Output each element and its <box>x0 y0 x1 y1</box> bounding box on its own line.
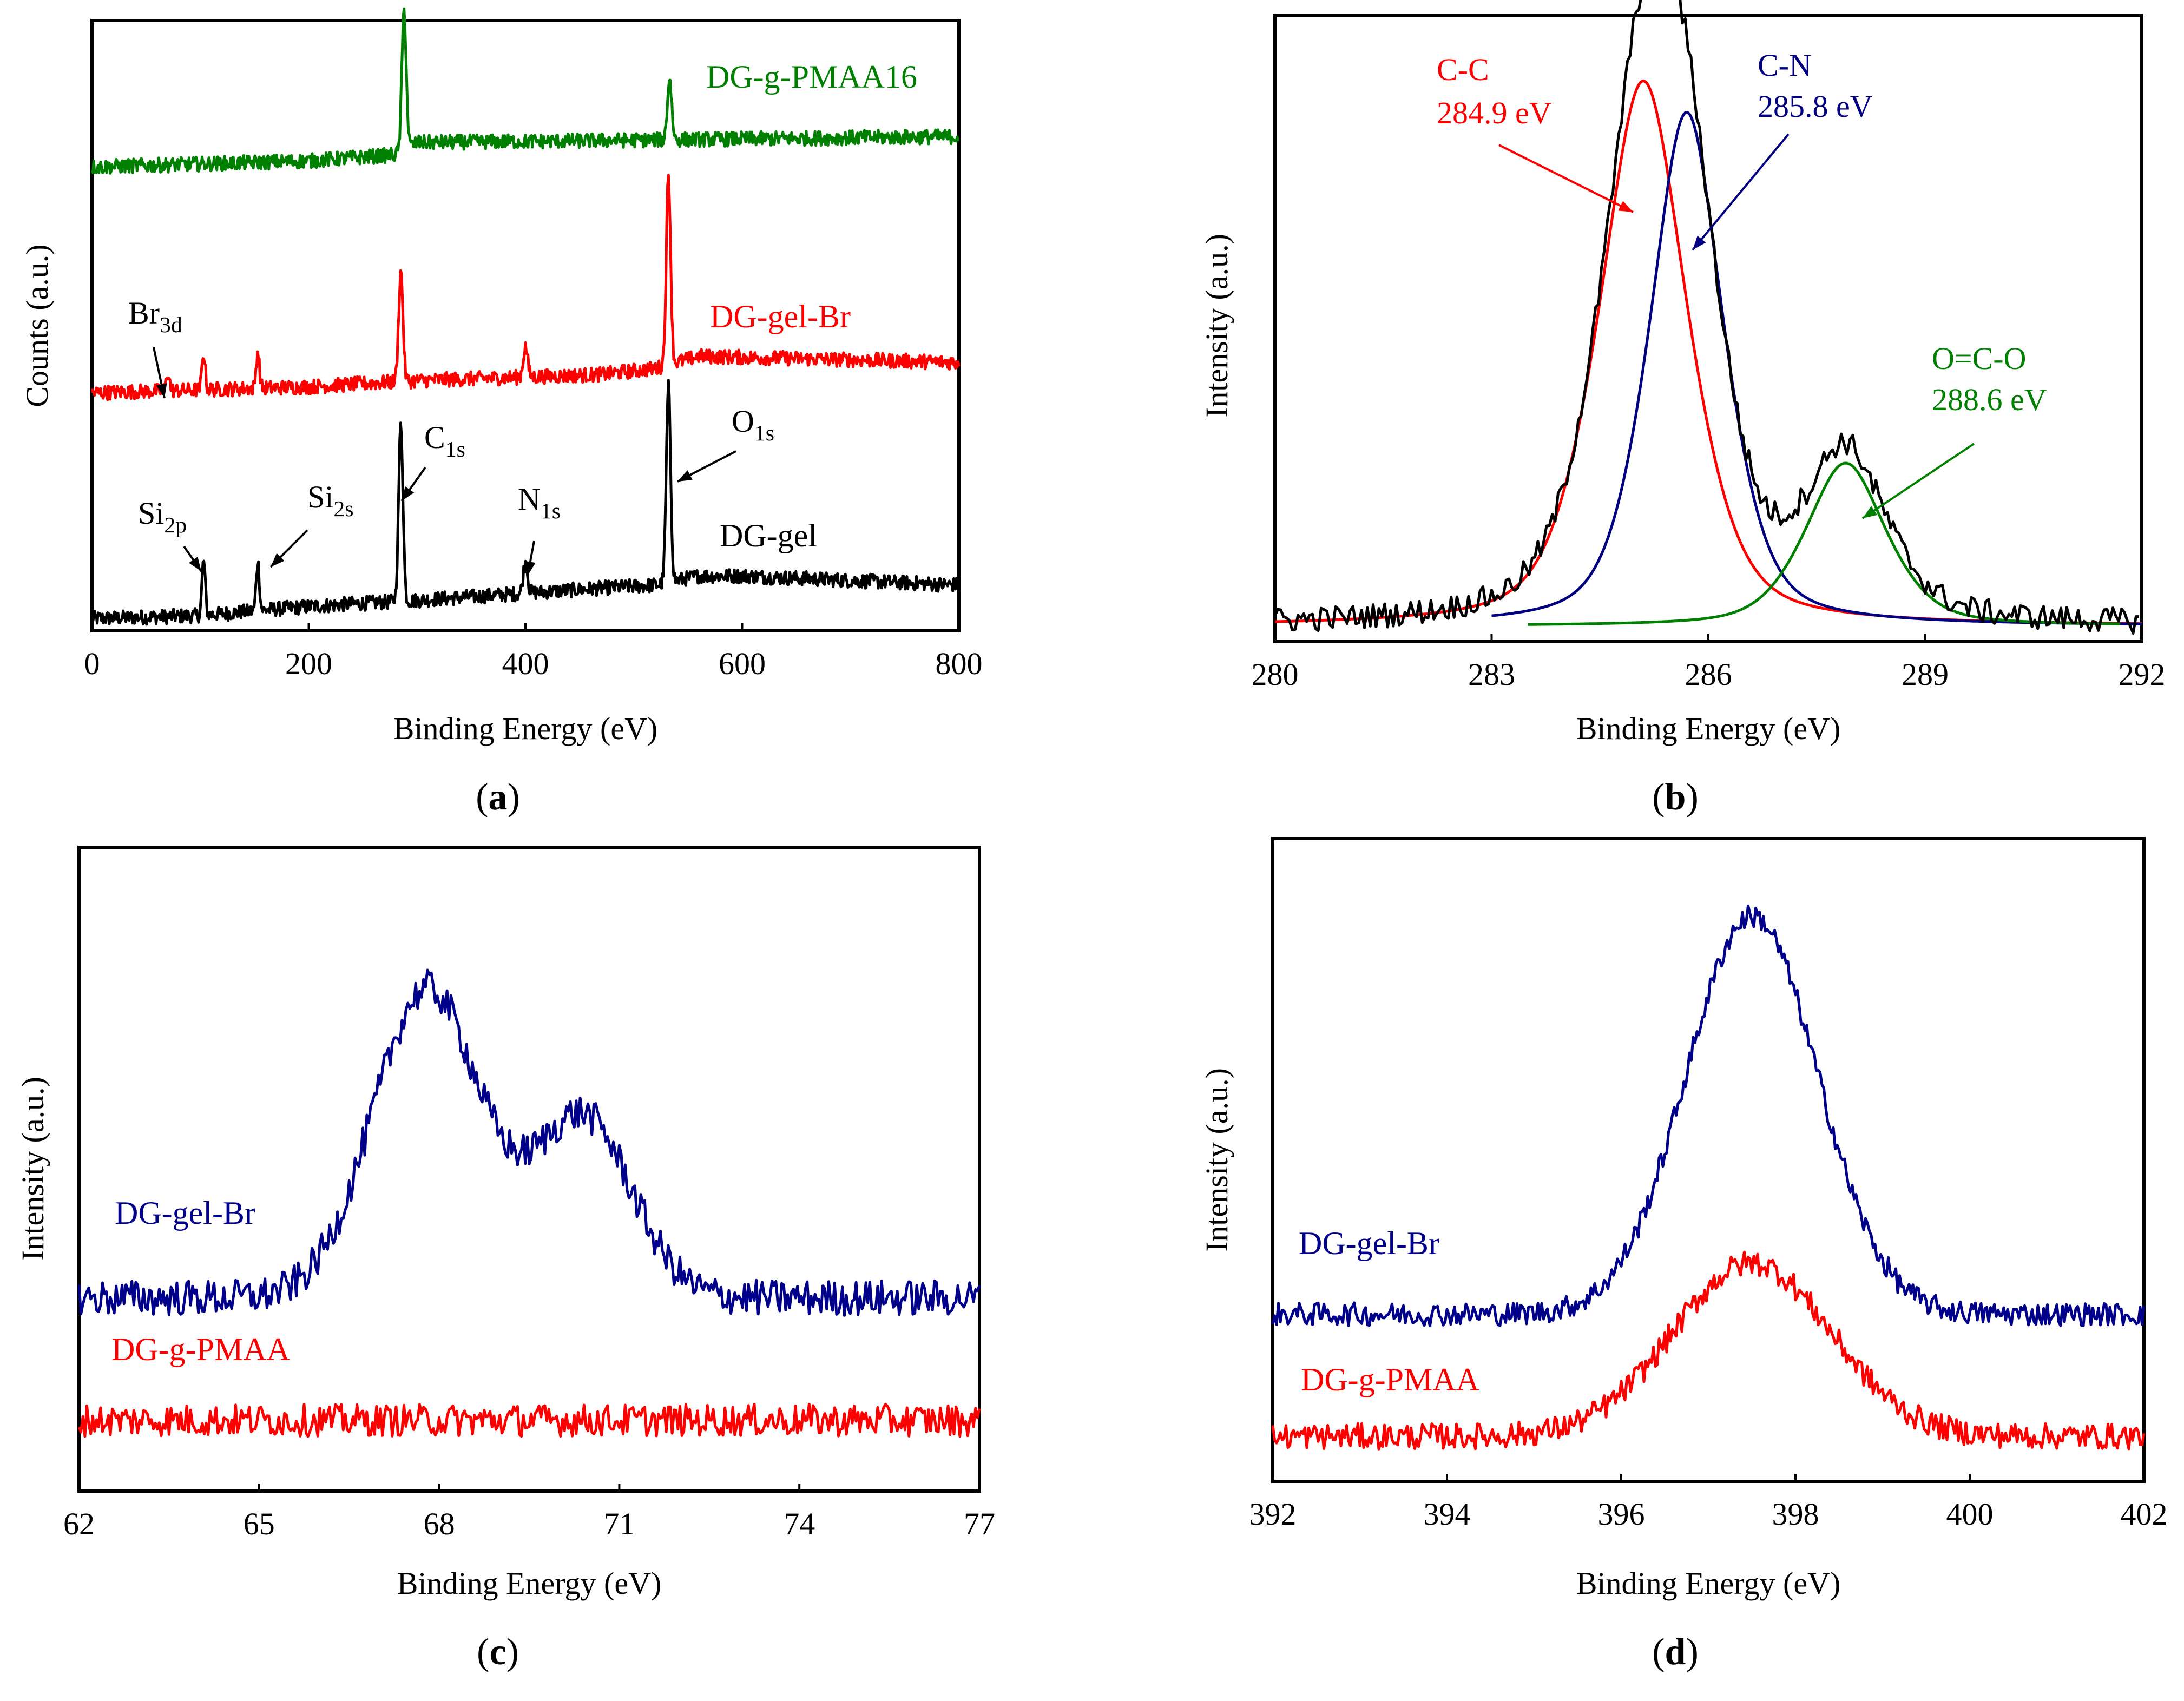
x-tick-label: 65 <box>244 1506 275 1541</box>
x-tick-label: 289 <box>1902 657 1949 692</box>
series-line-dg-gel-br <box>1271 904 2146 1327</box>
series-line-dg-gel-br <box>77 968 981 1317</box>
series-label-dg-gel-br: DG-gel-Br <box>115 1195 255 1231</box>
arrow-cn-head <box>1693 235 1706 250</box>
panel-d: DG-gel-Br DG-g-PMAA 392 394 396 398 400 402 Bi… <box>1199 837 2168 1673</box>
x-tick-label: 402 <box>2121 1496 2168 1532</box>
x-tick-label: 398 <box>1772 1496 1819 1532</box>
annotation-n1s: N1s <box>518 482 561 524</box>
x-tick-label: 62 <box>63 1506 95 1541</box>
arrow-cc <box>1498 144 1634 213</box>
series-label-dg-g-pmaa: DG-g-PMAA <box>1301 1362 1479 1397</box>
x-tick-label: 286 <box>1685 657 1732 692</box>
x-axis-label-a: Binding Energy (eV) <box>393 711 658 746</box>
annotation-c1s: C1s <box>424 420 465 462</box>
x-tick-label: 74 <box>784 1506 815 1541</box>
plot-frame-b <box>1273 14 2143 643</box>
annotation-si2p: Si2p <box>138 496 187 538</box>
panel-label-c: (c) <box>477 1631 519 1673</box>
panel-label-b: (b) <box>1652 776 1699 818</box>
annotation-cc-name: C-C <box>1437 52 1489 87</box>
annotation-cc-energy: 284.9 eV <box>1437 95 1552 130</box>
panel-a: DG-gel DG-gel-Br DG-g-PMAA16 Si2p Si2s C1s N1s… <box>19 7 983 818</box>
x-tick-label: 400 <box>502 646 549 681</box>
x-tick-label: 280 <box>1252 657 1299 692</box>
annotation-br3d: Br3d <box>128 295 182 338</box>
y-axis-label-d: Intensity (a.u.) <box>1199 1068 1234 1252</box>
arrow-cc-head <box>1618 201 1633 212</box>
series-line-experimental <box>1273 0 2139 635</box>
series-label-dg-g-pmaa: DG-g-PMAA <box>111 1331 290 1367</box>
x-tick-label: 77 <box>964 1506 995 1541</box>
x-tick-label: 200 <box>285 646 332 681</box>
x-tick-label: 800 <box>936 646 983 681</box>
plot-area-a: DG-gel DG-gel-Br DG-g-PMAA16 Si2p Si2s C1s N1s… <box>90 7 961 626</box>
fit-line-o-c-o <box>1528 461 2120 626</box>
series-label-dg-gel-br: DG-gel-Br <box>1299 1225 1439 1261</box>
x-axis-label-c: Binding Energy (eV) <box>397 1566 662 1601</box>
annotation-oco-energy: 288.6 eV <box>1932 382 2047 417</box>
plot-area-b: C-C 284.9 eV C-N 285.8 eV O=C-O 288.6 eV <box>1273 0 2142 635</box>
x-ticks-a: 0 200 400 600 800 <box>84 623 983 681</box>
y-axis-label-c: Intensity (a.u.) <box>15 1077 50 1261</box>
series-label-dg-g-pmaa16: DG-g-PMAA16 <box>706 59 917 95</box>
y-axis-label-a: Counts (a.u.) <box>19 244 55 407</box>
arrow-oco-head <box>1863 506 1878 518</box>
y-axis-label-b: Intensity (a.u.) <box>1199 234 1234 418</box>
x-tick-label: 71 <box>603 1506 635 1541</box>
series-line-dg-g-pmaa <box>1271 1250 2146 1451</box>
annotation-cn-energy: 285.8 eV <box>1758 89 1873 124</box>
x-tick-label: 400 <box>1946 1496 1994 1532</box>
plot-frame-c <box>77 846 981 1493</box>
series-line-dg-gel-br <box>90 174 961 401</box>
x-tick-label: 68 <box>424 1506 455 1541</box>
series-label-dg-gel: DG-gel <box>720 518 817 553</box>
arrow-oco <box>1861 443 1975 519</box>
annotation-oco-name: O=C-O <box>1932 341 2026 376</box>
x-ticks-d: 392 394 396 398 400 402 <box>1249 1474 2168 1532</box>
panel-label-a: (a) <box>476 776 520 818</box>
arrow-c1s-head <box>402 486 415 501</box>
x-tick-label: 292 <box>2119 657 2166 692</box>
plot-area-c: DG-gel-Br DG-g-PMAA <box>77 968 981 1438</box>
arrow-n1s-head <box>524 561 536 576</box>
x-axis-label-d: Binding Energy (eV) <box>1576 1566 1841 1601</box>
x-tick-label: 0 <box>84 646 100 681</box>
x-axis-label-b: Binding Energy (eV) <box>1576 711 1841 746</box>
series-line-dg-g-pmaa16 <box>90 7 960 175</box>
x-tick-label: 396 <box>1598 1496 1645 1532</box>
x-tick-label: 600 <box>719 646 766 681</box>
x-tick-label: 394 <box>1424 1496 1471 1532</box>
x-tick-label: 283 <box>1468 657 1515 692</box>
x-ticks-b: 280 283 286 289 292 <box>1252 634 2166 692</box>
annotation-cn-name: C-N <box>1758 48 1812 83</box>
arrow-si2p-head <box>188 556 201 571</box>
series-label-dg-gel-br: DG-gel-Br <box>710 299 851 334</box>
arrow-si2s-head <box>271 553 285 567</box>
x-tick-label: 392 <box>1249 1496 1297 1532</box>
annotation-o1s: O1s <box>732 404 774 446</box>
plot-frame-d <box>1271 837 2146 1483</box>
arrow-o1s-head <box>677 470 693 482</box>
arrow-br3d-head <box>156 383 167 398</box>
x-ticks-c: 62 65 68 71 74 77 <box>63 1484 995 1541</box>
annotation-si2s: Si2s <box>307 479 354 522</box>
panel-c: DG-gel-Br DG-g-PMAA 62 65 68 71 74 77 Binding … <box>15 846 995 1673</box>
plot-area-d: DG-gel-Br DG-g-PMAA <box>1271 904 2146 1451</box>
series-line-dg-g-pmaa <box>77 1402 981 1438</box>
arrow-cn <box>1692 133 1790 251</box>
panel-label-d: (d) <box>1652 1631 1699 1673</box>
